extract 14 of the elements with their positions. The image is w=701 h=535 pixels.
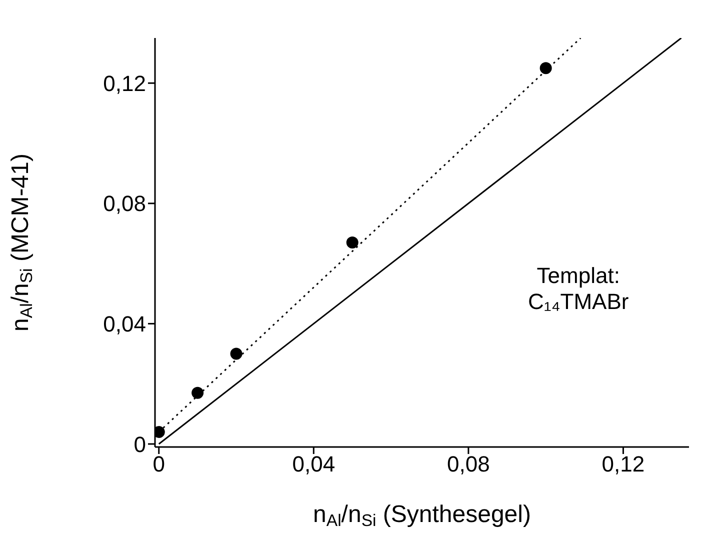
annotation: Templat: C₁₄TMABr	[528, 263, 629, 315]
x-axis-title: n$_{Al}$/n$_{Si}$ (Synthesegel)	[313, 501, 531, 530]
y-tick-label: 0	[134, 432, 146, 457]
y-tick-label: 0,08	[103, 191, 146, 216]
x-tick-label: 0,04	[292, 452, 336, 477]
x-tick-label: 0	[152, 452, 165, 477]
x-tick-label: 0,12	[602, 452, 645, 477]
y-tick-label: 0,12	[103, 70, 146, 96]
point	[230, 348, 242, 360]
x-tick-label: 0,08	[447, 452, 490, 477]
point	[192, 386, 204, 399]
point	[346, 236, 358, 248]
point	[540, 62, 552, 74]
y-tick-label: 0,04	[103, 312, 146, 337]
